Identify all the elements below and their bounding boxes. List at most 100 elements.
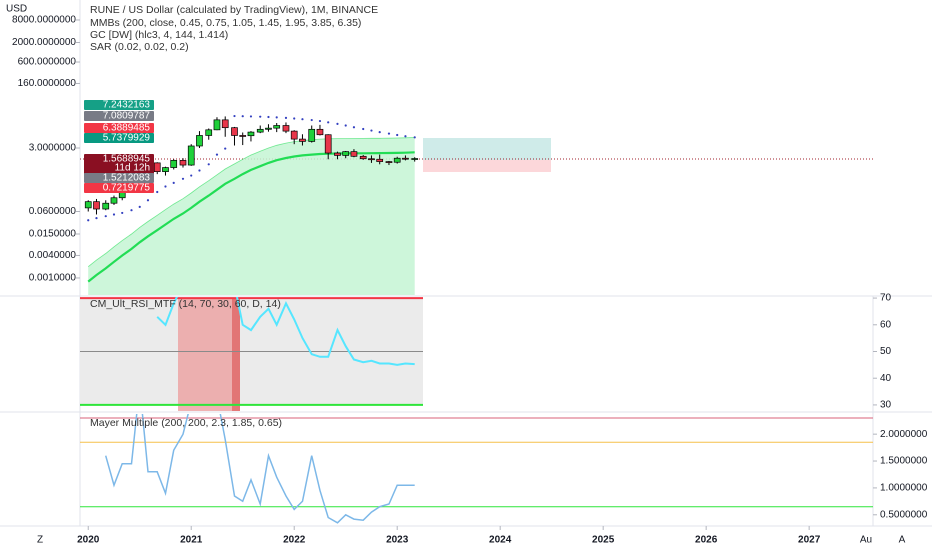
- y-tick-label: 0.0600000: [29, 206, 77, 217]
- y-tick-label: 30: [880, 400, 892, 411]
- sar-dot: [352, 126, 356, 129]
- x-tick-label: 2022: [283, 535, 306, 546]
- button[interactable]: Z: [37, 535, 43, 546]
- price-tag-label: 5.7379929: [103, 133, 151, 144]
- candle-body: [411, 158, 419, 160]
- candle-body: [153, 162, 161, 172]
- sar-dot: [146, 199, 150, 202]
- candle-body: [170, 160, 178, 168]
- sar-dot: [198, 169, 201, 172]
- x-tick-label: 2026: [695, 535, 718, 546]
- price-tag: [84, 154, 154, 174]
- sar-dot: [190, 174, 193, 177]
- candle-body: [376, 158, 384, 162]
- sar-dot: [156, 190, 159, 194]
- sar-dot: [336, 122, 339, 125]
- candle-body: [308, 128, 316, 142]
- price-tag-label: 7.2432163: [103, 100, 151, 111]
- sar-dot: [95, 216, 98, 220]
- candle-body: [221, 119, 229, 129]
- sar-dot: [378, 130, 381, 134]
- price-tag-label: 0.7219775: [103, 183, 151, 194]
- x-tick-label: 2025: [592, 535, 615, 546]
- y-tick-label: 0.0010000: [29, 273, 77, 284]
- candle-body: [187, 145, 195, 166]
- y-tick-label: 160.0000000: [18, 78, 77, 89]
- candle-body: [402, 157, 409, 160]
- y-tick-label: 3.0000000: [29, 143, 77, 154]
- price-tag: [84, 111, 154, 121]
- chart-title: RUNE / US Dollar (calculated by TradingV…: [90, 4, 378, 16]
- candle-body: [359, 155, 367, 160]
- price-tag-label: 6.3889485: [103, 123, 151, 134]
- stop-zone: [423, 160, 551, 172]
- candle-body: [102, 202, 110, 210]
- candle-body: [205, 129, 213, 136]
- labels: USD RUNE / US Dollar (calculated by Trad…: [6, 4, 928, 546]
- sar-dot: [387, 132, 391, 135]
- y-tick-label: 50: [880, 346, 892, 357]
- candle-body: [93, 201, 100, 210]
- sar-dot: [404, 135, 407, 138]
- sar-dot: [259, 115, 262, 118]
- button[interactable]: Au: [860, 535, 872, 546]
- x-tick-label: 2023: [386, 535, 409, 546]
- sar-dot: [121, 211, 124, 215]
- x-tick-label: 2027: [798, 535, 821, 546]
- price-tag: [84, 100, 154, 110]
- target-zone: [423, 138, 551, 160]
- sar-dot: [164, 185, 167, 188]
- candle-body: [299, 138, 306, 142]
- overbought-zone: [232, 298, 240, 411]
- candle-body: [290, 130, 298, 140]
- indicator-legend: MMBs (200, close, 0.45, 0.75, 1.05, 1.45…: [90, 17, 361, 29]
- price-tag: [84, 123, 154, 133]
- sar-dot: [267, 115, 270, 119]
- sar-dot: [138, 205, 141, 208]
- candle-body: [84, 201, 92, 209]
- price-tag: [84, 133, 154, 143]
- x-tick-label: 2024: [489, 535, 512, 546]
- y-tick-label: 40: [880, 373, 892, 384]
- rsi-pane: [80, 297, 423, 406]
- indicator-line: [104, 414, 415, 524]
- overbought-zone: [178, 298, 232, 411]
- sar-dot: [284, 116, 288, 119]
- candle-body: [385, 161, 393, 163]
- candle-body: [213, 119, 221, 131]
- sar-dot: [215, 153, 219, 156]
- price-tag: [84, 173, 154, 183]
- candle-body: [239, 135, 247, 137]
- indicator-legend: SAR (0.02, 0.02, 0.2): [90, 41, 189, 53]
- sar-dot: [370, 129, 373, 132]
- mayer-pane: [80, 414, 873, 524]
- candle-body: [368, 158, 375, 161]
- y-tick-label: 2.0000000: [880, 429, 928, 440]
- sar-dot: [241, 115, 244, 118]
- price-tag-label: 7.0809787: [103, 111, 151, 122]
- sar-dot: [104, 215, 107, 218]
- sar-dot: [362, 127, 365, 131]
- channel-band: [88, 137, 415, 295]
- indicator-line: [156, 297, 415, 366]
- candle-body: [265, 127, 272, 130]
- candle-body: [110, 197, 118, 204]
- y-tick-label: 60: [880, 319, 892, 330]
- candle-body: [393, 157, 401, 163]
- sar-dot: [172, 181, 175, 184]
- candle-body: [316, 128, 324, 136]
- channel-upper: [87, 137, 415, 268]
- sar-dot: [181, 177, 185, 180]
- x-tick-label: 2020: [77, 535, 100, 546]
- candle-body: [324, 134, 332, 154]
- currency-label: USD: [6, 4, 27, 15]
- y-tick-label: 8000.0000000: [12, 15, 76, 26]
- price-tag-label: 1.5688945: [103, 154, 151, 165]
- sar-dot: [327, 121, 330, 124]
- y-tick-label: 0.0040000: [29, 250, 77, 261]
- button[interactable]: A: [899, 535, 906, 546]
- price-tag-countdown: 11d 12h: [115, 163, 150, 174]
- y-tick-label: 0.0150000: [29, 229, 77, 240]
- sar-dot: [249, 115, 253, 118]
- sar-dot: [310, 118, 313, 122]
